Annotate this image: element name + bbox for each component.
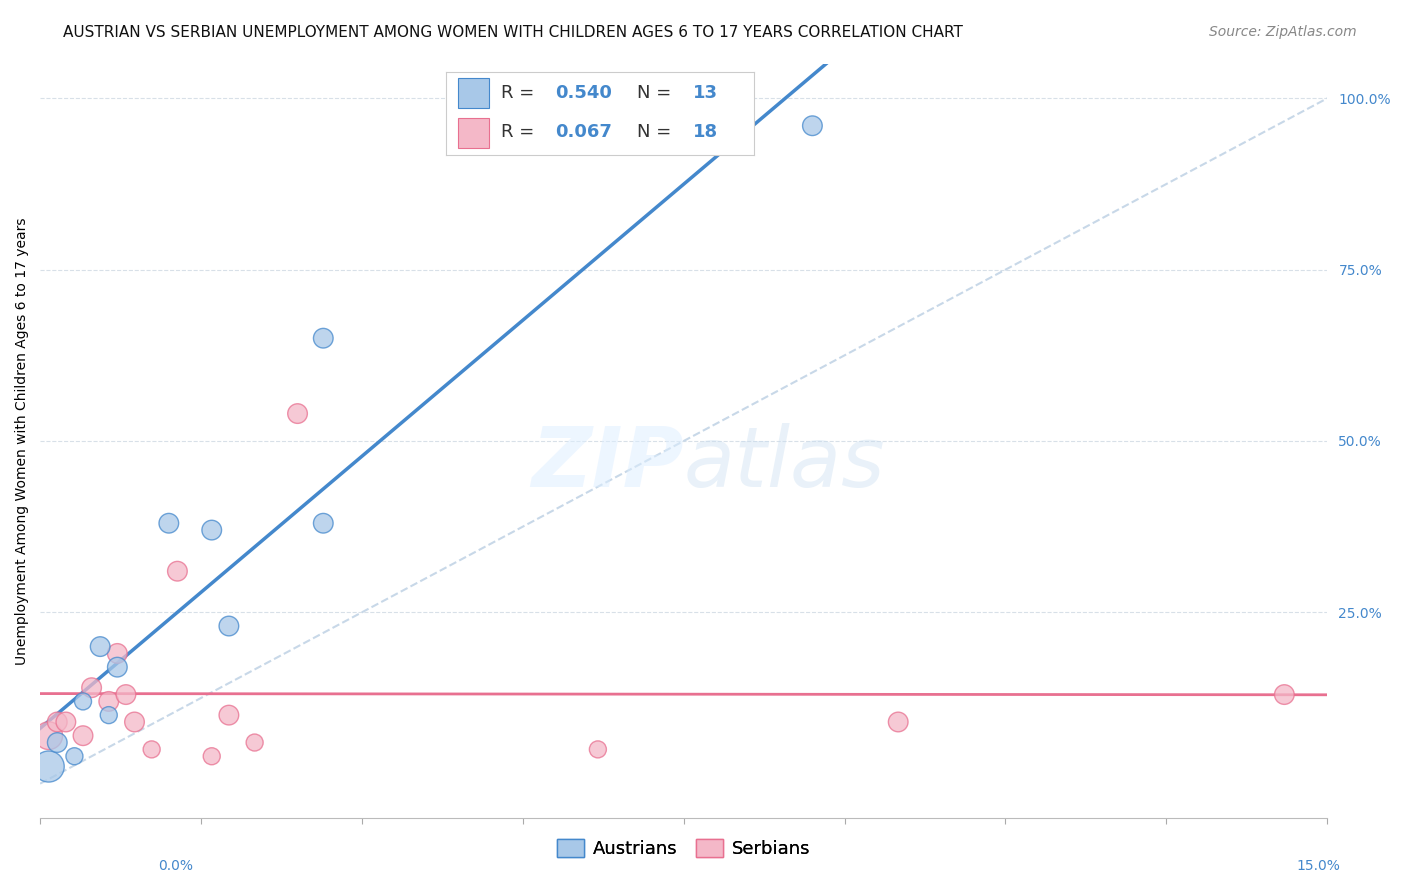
Point <box>218 708 240 723</box>
Point <box>72 729 94 743</box>
Point <box>218 619 240 633</box>
Point <box>201 749 224 764</box>
Point <box>105 647 128 661</box>
Point <box>46 714 69 729</box>
Point <box>124 714 146 729</box>
Text: 15.0%: 15.0% <box>1296 859 1341 872</box>
Point <box>38 759 60 773</box>
Point <box>312 516 335 531</box>
Point <box>312 331 335 345</box>
Text: atlas: atlas <box>683 423 886 504</box>
Point <box>201 523 224 537</box>
Point <box>63 749 86 764</box>
Point <box>97 708 120 723</box>
Point <box>141 742 163 756</box>
Text: Source: ZipAtlas.com: Source: ZipAtlas.com <box>1209 25 1357 39</box>
Point <box>243 735 266 749</box>
Point <box>46 735 69 749</box>
Point <box>72 694 94 708</box>
Text: ZIP: ZIP <box>531 423 683 504</box>
Point <box>55 714 77 729</box>
Point <box>157 516 180 531</box>
Point <box>586 742 609 756</box>
Point <box>887 714 910 729</box>
Point <box>80 681 103 695</box>
Point <box>287 407 309 421</box>
Point <box>105 660 128 674</box>
Point <box>89 640 111 654</box>
Text: AUSTRIAN VS SERBIAN UNEMPLOYMENT AMONG WOMEN WITH CHILDREN AGES 6 TO 17 YEARS CO: AUSTRIAN VS SERBIAN UNEMPLOYMENT AMONG W… <box>63 25 963 40</box>
Point <box>801 119 824 133</box>
Text: 0.0%: 0.0% <box>159 859 193 872</box>
Y-axis label: Unemployment Among Women with Children Ages 6 to 17 years: Unemployment Among Women with Children A… <box>15 218 30 665</box>
Point <box>97 694 120 708</box>
Point <box>166 564 188 578</box>
Point <box>115 688 138 702</box>
Point <box>1272 688 1295 702</box>
Point <box>38 729 60 743</box>
Legend: Austrians, Serbians: Austrians, Serbians <box>550 831 818 865</box>
